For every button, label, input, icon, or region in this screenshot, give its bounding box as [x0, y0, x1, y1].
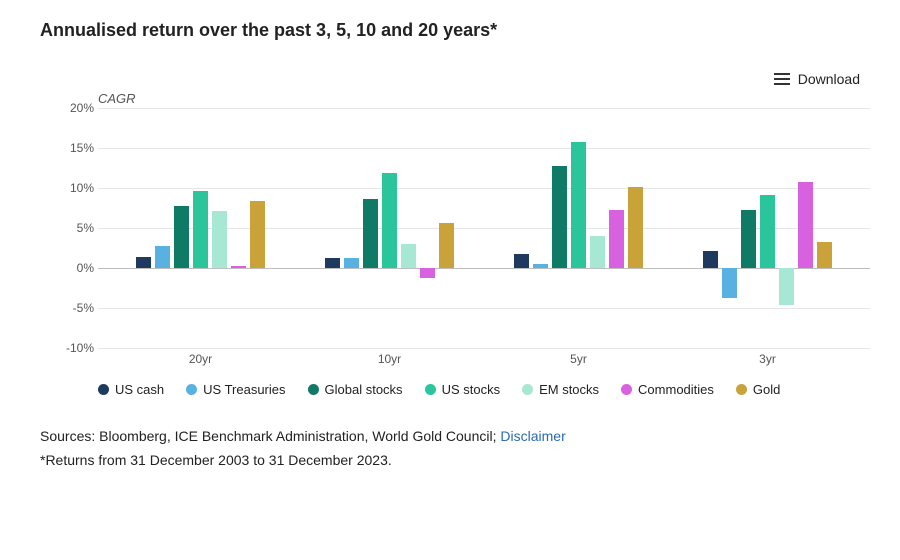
- chart-footer: Sources: Bloomberg, ICE Benchmark Admini…: [40, 425, 900, 473]
- legend-label: Gold: [753, 382, 780, 397]
- bar: [231, 266, 246, 268]
- legend-item: US Treasuries: [186, 382, 285, 397]
- legend-swatch: [186, 384, 197, 395]
- bar: [363, 199, 378, 268]
- bar: [420, 268, 435, 278]
- legend-item: Gold: [736, 382, 780, 397]
- bar: [533, 264, 548, 268]
- disclaimer-link[interactable]: Disclaimer: [500, 428, 565, 444]
- bar: [439, 223, 454, 268]
- legend-item: EM stocks: [522, 382, 599, 397]
- x-tick-label: 10yr: [378, 352, 401, 366]
- y-tick-label: -10%: [50, 341, 94, 355]
- legend-label: Global stocks: [325, 382, 403, 397]
- legend-swatch: [621, 384, 632, 395]
- y-tick-label: 15%: [50, 141, 94, 155]
- download-menu-icon[interactable]: [774, 73, 790, 85]
- legend-label: Commodities: [638, 382, 714, 397]
- legend-swatch: [308, 384, 319, 395]
- bar: [325, 258, 340, 268]
- legend-swatch: [425, 384, 436, 395]
- bar: [760, 195, 775, 268]
- chart-title: Annualised return over the past 3, 5, 10…: [40, 20, 870, 41]
- bar: [514, 254, 529, 268]
- y-tick-label: -5%: [50, 301, 94, 315]
- bar: [722, 268, 737, 298]
- bar: [174, 206, 189, 268]
- bar: [628, 187, 643, 268]
- bar: [382, 173, 397, 268]
- legend-swatch: [522, 384, 533, 395]
- legend-label: US stocks: [442, 382, 501, 397]
- y-tick-label: 0%: [50, 261, 94, 275]
- bar: [571, 142, 586, 268]
- legend-item: Commodities: [621, 382, 714, 397]
- x-tick-label: 5yr: [570, 352, 587, 366]
- bar: [609, 210, 624, 268]
- bar: [344, 258, 359, 268]
- download-label[interactable]: Download: [798, 71, 860, 87]
- footnote: *Returns from 31 December 2003 to 31 Dec…: [40, 449, 900, 473]
- bar-group: [136, 108, 265, 348]
- x-tick-label: 20yr: [189, 352, 212, 366]
- legend-label: US cash: [115, 382, 164, 397]
- bar: [212, 211, 227, 268]
- bar: [741, 210, 756, 268]
- legend-item: Global stocks: [308, 382, 403, 397]
- bar: [155, 246, 170, 268]
- y-tick-label: 20%: [50, 101, 94, 115]
- y-axis-title: CAGR: [98, 91, 870, 106]
- bar-chart: 20yr10yr5yr3yr -10%-5%0%5%10%15%20%: [50, 108, 870, 368]
- bar: [136, 257, 151, 268]
- legend-item: US stocks: [425, 382, 501, 397]
- bar: [250, 201, 265, 268]
- sources-text: Sources: Bloomberg, ICE Benchmark Admini…: [40, 428, 500, 444]
- bar-group: [514, 108, 643, 348]
- bar: [817, 242, 832, 268]
- legend-item: US cash: [98, 382, 164, 397]
- legend-label: US Treasuries: [203, 382, 285, 397]
- legend-label: EM stocks: [539, 382, 599, 397]
- y-tick-label: 5%: [50, 221, 94, 235]
- bar: [779, 268, 794, 305]
- legend-swatch: [98, 384, 109, 395]
- legend-swatch: [736, 384, 747, 395]
- bar: [401, 244, 416, 268]
- x-tick-label: 3yr: [759, 352, 776, 366]
- bar-group: [703, 108, 832, 348]
- legend: US cash US Treasuries Global stocks US stoc…: [98, 382, 870, 397]
- y-tick-label: 10%: [50, 181, 94, 195]
- bar: [798, 182, 813, 268]
- bar: [193, 191, 208, 268]
- bar-group: [325, 108, 454, 348]
- bar: [590, 236, 605, 268]
- bar: [703, 251, 718, 268]
- bar: [552, 166, 567, 268]
